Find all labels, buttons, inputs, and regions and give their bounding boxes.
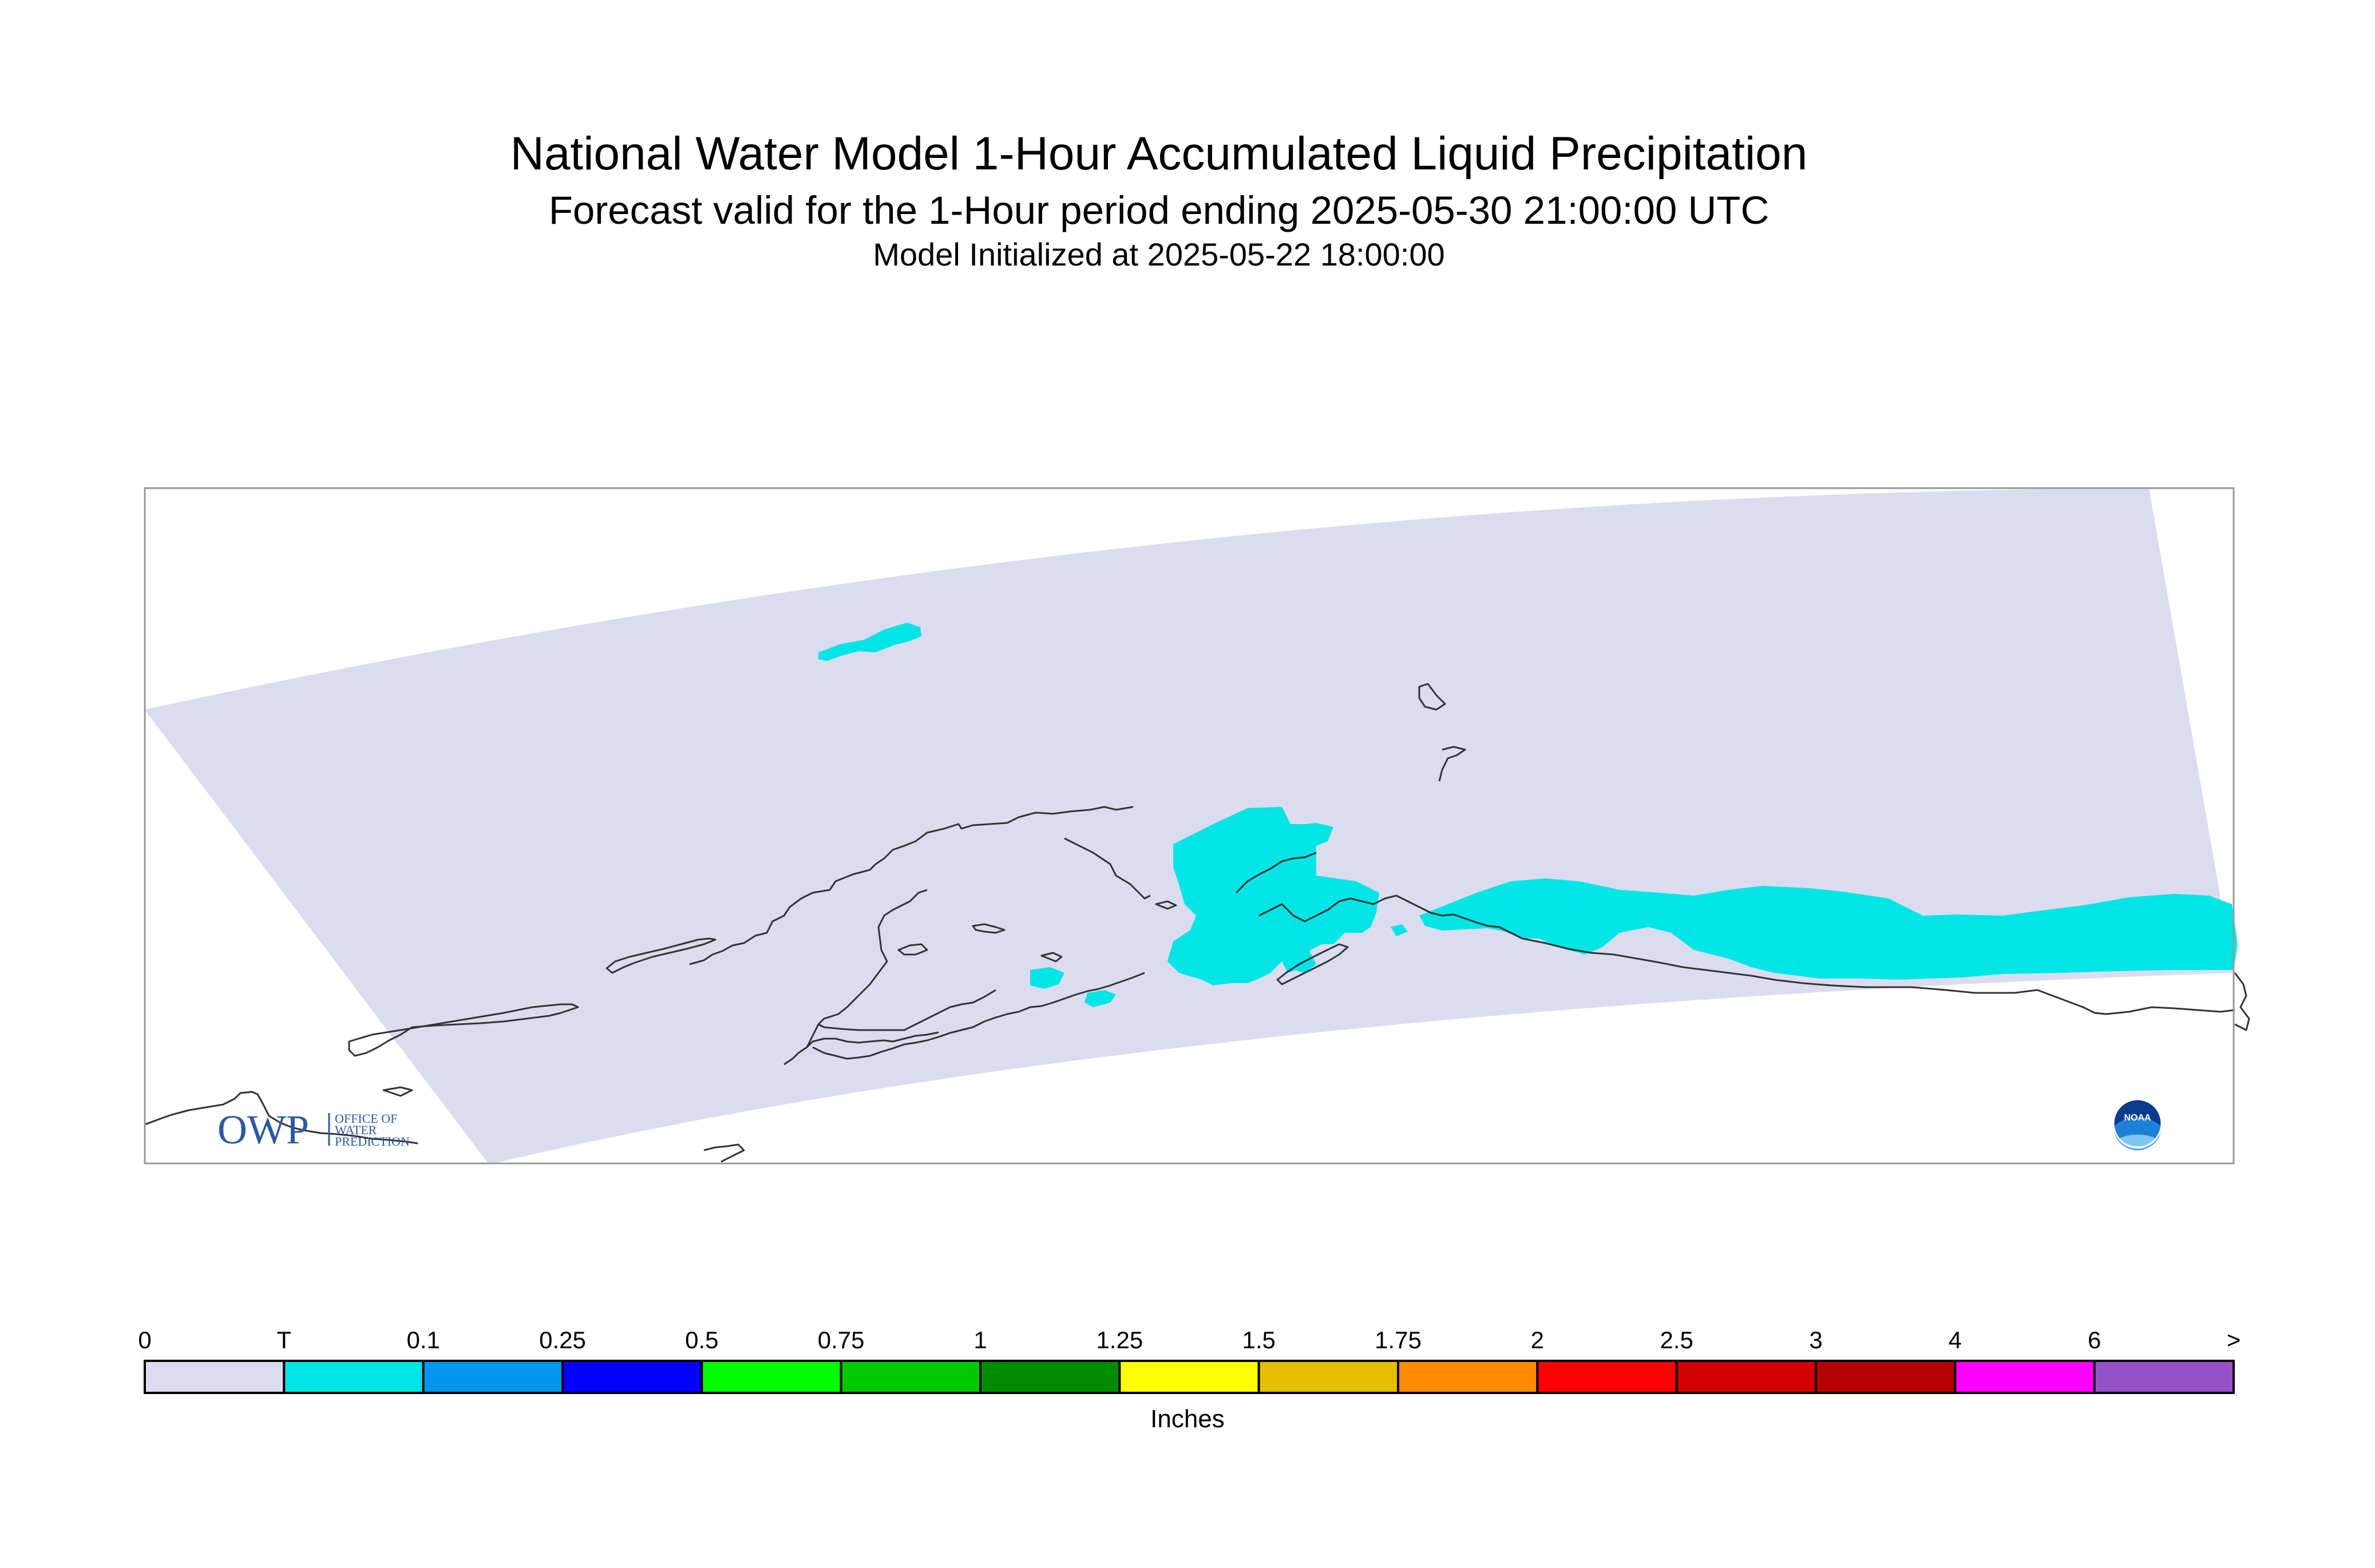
- legend-swatch-2: [422, 1360, 564, 1394]
- legend-tick-1: T: [277, 1327, 292, 1353]
- coastline-norton-sound: [1064, 837, 1151, 900]
- owp-logo-line1: OFFICE OF: [335, 1111, 397, 1126]
- coastline-pws: [1373, 894, 1523, 940]
- legend-tick-9: 1.75: [1375, 1327, 1422, 1353]
- legend-tick-6: 1: [973, 1327, 987, 1353]
- coastline-island-3: [972, 923, 1006, 934]
- coastline-interior: [817, 889, 928, 1025]
- coastline-kenai: [1258, 897, 1374, 922]
- legend-swatch-12: [1815, 1360, 1957, 1394]
- coastline-kodiak: [1276, 943, 1349, 985]
- legend-tick-3: 0.25: [539, 1327, 586, 1353]
- owp-logo: OWP OFFICE OF WATER PREDICTION: [217, 1107, 410, 1153]
- owp-logo-line3: PREDICTION: [335, 1134, 410, 1149]
- precip-area-peninsula-east: [1084, 990, 1116, 1007]
- coastline-pribilof: [382, 1086, 413, 1097]
- coastline-nunivak: [897, 943, 928, 956]
- legend-swatch-10: [1536, 1360, 1678, 1394]
- coastline-island-1: [1418, 683, 1446, 711]
- map-frame: [144, 487, 2235, 1165]
- map-title: National Water Model 1-Hour Accumulated …: [510, 128, 1808, 180]
- legend-swatch-14: [2093, 1360, 2235, 1394]
- noaa-logo-text: NOAA: [2124, 1113, 2151, 1123]
- legend-swatch-13: [1954, 1360, 2096, 1394]
- coastline-southeast: [1911, 986, 2235, 1015]
- legend-tick-2: 0.1: [406, 1327, 440, 1353]
- model-domain: [145, 488, 2234, 1163]
- legend-swatch-4: [700, 1360, 842, 1394]
- init-time: Model Initialized at 2025-05-22 18:00:00: [873, 236, 1445, 272]
- coastline-west-alaska: [689, 806, 1134, 965]
- legend-swatch-6: [979, 1360, 1121, 1394]
- coastlines: [144, 683, 2250, 1163]
- legend-tick-12: 3: [1809, 1327, 1822, 1353]
- legend-swatches: [144, 1360, 2235, 1394]
- legend-tick-10: 2: [1531, 1327, 1544, 1353]
- coastline-aleutian-a: [806, 1031, 939, 1048]
- coastline-island-4: [1040, 952, 1063, 963]
- coastline-bering-strait: [703, 1143, 745, 1163]
- coastline-chukotka: [348, 1003, 579, 1057]
- precip-area-gulf: [1419, 878, 2238, 980]
- coastline-gulf-north: [1522, 937, 1911, 988]
- precip-area-alaska-peninsula: [1030, 967, 1064, 989]
- coastline-island-2: [1438, 746, 1466, 782]
- coastline-island-5: [1155, 900, 1177, 910]
- legend-tick-8: 1.5: [1242, 1327, 1275, 1353]
- legend-swatch-11: [1675, 1360, 1818, 1394]
- legend-tick-13: 4: [1949, 1327, 1962, 1353]
- legend-swatch-0: [144, 1360, 286, 1394]
- legend-tick-4: 0.5: [685, 1327, 718, 1353]
- legend-tick-11: 2.5: [1660, 1327, 1693, 1353]
- coastline-alaska-peninsula: [783, 1024, 820, 1066]
- coastline-peninsula-south: [812, 972, 1145, 1060]
- coastline-canada-east: [2234, 972, 2250, 1031]
- coastline-east-siberia: [144, 1091, 418, 1145]
- map-subtitle: Forecast valid for the 1-Hour period end…: [548, 188, 1770, 232]
- legend-tick-14: 6: [2088, 1327, 2101, 1353]
- legend-swatch-3: [561, 1360, 703, 1394]
- precip-area-pws-small: [1391, 924, 1408, 936]
- legend-tick-15: >: [2227, 1327, 2241, 1353]
- coastline-st-lawrence: [605, 937, 717, 974]
- legend-swatch-9: [1397, 1360, 1539, 1394]
- precip-area-north: [818, 623, 921, 661]
- noaa-logo: NOAA: [2112, 1098, 2163, 1150]
- precip-areas: [818, 623, 2238, 1007]
- legend-tick-0: 0: [138, 1327, 151, 1353]
- legend-swatch-8: [1257, 1360, 1400, 1394]
- legend-swatch-1: [283, 1360, 425, 1394]
- coastline-cook-inlet: [1235, 852, 1317, 894]
- owp-logo-text: OWP: [217, 1107, 309, 1153]
- legend-units: Inches: [1150, 1405, 1225, 1433]
- legend-ticks: 0 T 0.1 0.25 0.5 0.75 1 1.25 1.5 1.75 2 2.5 3 4 6 >: [138, 1327, 2241, 1353]
- legend-swatch-5: [840, 1360, 981, 1394]
- legend-tick-5: 0.75: [818, 1327, 865, 1353]
- coastline-bristol-bay: [818, 989, 996, 1031]
- precip-area-cook-inlet: [1167, 807, 1379, 985]
- legend-swatch-7: [1118, 1360, 1260, 1394]
- owp-logo-line2: WATER: [335, 1123, 377, 1137]
- legend-tick-7: 1.25: [1096, 1327, 1143, 1353]
